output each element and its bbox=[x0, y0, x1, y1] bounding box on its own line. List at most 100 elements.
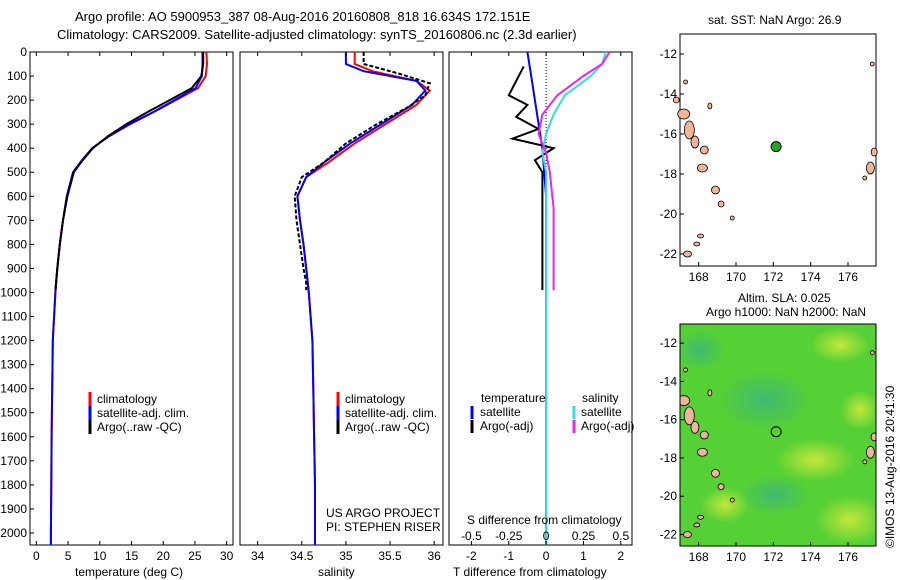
difference-plot: -2 -1 0 1 2 bbox=[466, 51, 624, 563]
island bbox=[870, 147, 878, 157]
x-tick-label: 20 bbox=[157, 549, 171, 563]
series-line-t-satellite bbox=[526, 51, 548, 545]
y-tick-label: 2000 bbox=[0, 526, 27, 540]
difference-top-ticks: -0.5 -0.25 0 0.25 0.5 bbox=[461, 529, 629, 543]
x-tick-label: 10 bbox=[93, 549, 107, 563]
y-tick-label: 1200 bbox=[0, 334, 27, 348]
map-x-tick-label: 176 bbox=[838, 550, 858, 564]
island bbox=[729, 215, 735, 221]
y-tick-label: 200 bbox=[7, 93, 27, 107]
y-tick-label: 1100 bbox=[1, 310, 27, 324]
series-line-satellite-adj-clim- bbox=[49, 52, 204, 545]
island bbox=[711, 185, 720, 195]
sst-map-title: sat. SST: NaN Argo: 26.9 bbox=[708, 13, 842, 27]
map-y-tick-label: -22 bbox=[660, 528, 678, 542]
temperature-x-label: temperature (deg C) bbox=[75, 565, 183, 579]
map-x-tick-label: 174 bbox=[801, 270, 821, 284]
top-tick-label: -0.25 bbox=[495, 529, 523, 543]
island bbox=[697, 163, 708, 173]
map-x-tick-label: 170 bbox=[726, 270, 746, 284]
argo-position-marker[interactable] bbox=[770, 426, 782, 438]
x-tick-label: -2 bbox=[466, 549, 477, 563]
series-line-s-argo-adj- bbox=[537, 51, 611, 291]
top-tick-label: -0.5 bbox=[461, 529, 482, 543]
credits-project: US ARGO PROJECT bbox=[326, 506, 441, 520]
legend-t-argo-label: Argo(-adj) bbox=[480, 419, 533, 433]
series-line-climatology bbox=[49, 51, 209, 545]
legend-s-satellite-label: satellite bbox=[581, 405, 622, 419]
legend-climatology-label: climatology bbox=[345, 392, 405, 406]
temperature-plot: 0 5 10 15 20 25 300100200300400500600700800900… bbox=[0, 45, 233, 563]
island bbox=[683, 367, 688, 373]
map-y-tick-label: -18 bbox=[660, 167, 678, 181]
sla-map-title-line1: Altim. SLA: 0.025 bbox=[738, 291, 831, 305]
island bbox=[869, 61, 875, 67]
temperature-panel-frame bbox=[29, 51, 234, 546]
series-line-argo-raw-qc- bbox=[54, 52, 205, 291]
argo-position-marker[interactable] bbox=[770, 141, 782, 153]
top-tick-label: 0 bbox=[543, 529, 550, 543]
x-tick-label: 0 bbox=[33, 549, 40, 563]
island bbox=[680, 395, 691, 406]
island bbox=[699, 430, 709, 440]
island bbox=[690, 135, 700, 149]
series-line-t-argo-adj- bbox=[507, 65, 557, 291]
island bbox=[672, 96, 680, 104]
island bbox=[677, 108, 691, 120]
map-x-tick-label: 172 bbox=[763, 550, 783, 564]
island bbox=[866, 445, 875, 459]
island bbox=[717, 483, 725, 491]
sla-map-title-line2: Argo h1000: NaN h2000: NaN bbox=[706, 305, 866, 319]
sst-map-ticks: 168 170 172 174 176 -12 -14 -16 -18 -20 -22 bbox=[660, 47, 859, 284]
island bbox=[862, 175, 868, 181]
legend-climatology-label: climatology bbox=[97, 392, 157, 406]
legend-temperature-title: temperature bbox=[481, 391, 546, 405]
x-tick-label: -1 bbox=[503, 549, 514, 563]
x-tick-label: 36 bbox=[427, 549, 441, 563]
island bbox=[697, 447, 708, 457]
legend-argo-label: Argo(..raw -QC) bbox=[97, 420, 182, 434]
y-tick-label: 1700 bbox=[0, 454, 27, 468]
difference-legend: temperature satellite Argo(-adj) salinit… bbox=[470, 391, 634, 433]
island bbox=[869, 350, 875, 356]
salinity-x-label: salinity bbox=[318, 565, 355, 579]
island bbox=[707, 389, 713, 397]
legend-argo-label: Argo(..raw -QC) bbox=[345, 420, 430, 434]
series-line-argo-raw-qc- bbox=[293, 52, 432, 291]
legend-satellite-label: satellite-adj. clim. bbox=[97, 406, 189, 420]
island bbox=[683, 406, 695, 426]
x-tick-label: 30 bbox=[220, 549, 234, 563]
y-tick-label: 0 bbox=[20, 45, 27, 59]
y-tick-label: 1600 bbox=[0, 430, 27, 444]
y-tick-label: 500 bbox=[7, 165, 27, 179]
series-line-s-satellite bbox=[541, 51, 607, 545]
map-y-tick-label: -16 bbox=[660, 127, 678, 141]
map-x-tick-label: 170 bbox=[726, 550, 746, 564]
map-y-tick-label: -14 bbox=[660, 374, 678, 388]
island bbox=[717, 200, 725, 208]
y-tick-label: 100 bbox=[7, 69, 27, 83]
map-y-tick-label: -18 bbox=[660, 451, 678, 465]
y-tick-label: 1400 bbox=[0, 382, 27, 396]
x-tick-label: 35 bbox=[339, 549, 353, 563]
island bbox=[699, 145, 709, 155]
difference-panel-frame bbox=[448, 51, 633, 546]
y-tick-label: 300 bbox=[7, 117, 27, 131]
island bbox=[862, 459, 868, 465]
temperature-legend: climatology satellite-adj. clim. Argo(..… bbox=[88, 392, 189, 434]
island bbox=[693, 241, 701, 247]
map-x-tick-label: 168 bbox=[689, 550, 709, 564]
header-line1: Argo profile: AO 5900953_387 08-Aug-2016… bbox=[75, 9, 531, 24]
island bbox=[697, 233, 704, 239]
island bbox=[870, 432, 876, 442]
y-tick-label: 1000 bbox=[0, 285, 27, 299]
x-tick-label: 5 bbox=[65, 549, 72, 563]
sla-map-frame bbox=[679, 323, 877, 547]
map-y-tick-label: -14 bbox=[660, 87, 678, 101]
difference-top-axis-label: S difference from climatology bbox=[467, 513, 622, 527]
difference-x-label: T difference from climatology bbox=[453, 565, 607, 579]
series-line-satellite-adj-clim- bbox=[296, 52, 427, 545]
timestamp-stamp: ©IMOS 13-Aug-2016 20:41:30 bbox=[883, 385, 897, 548]
island bbox=[683, 531, 692, 538]
